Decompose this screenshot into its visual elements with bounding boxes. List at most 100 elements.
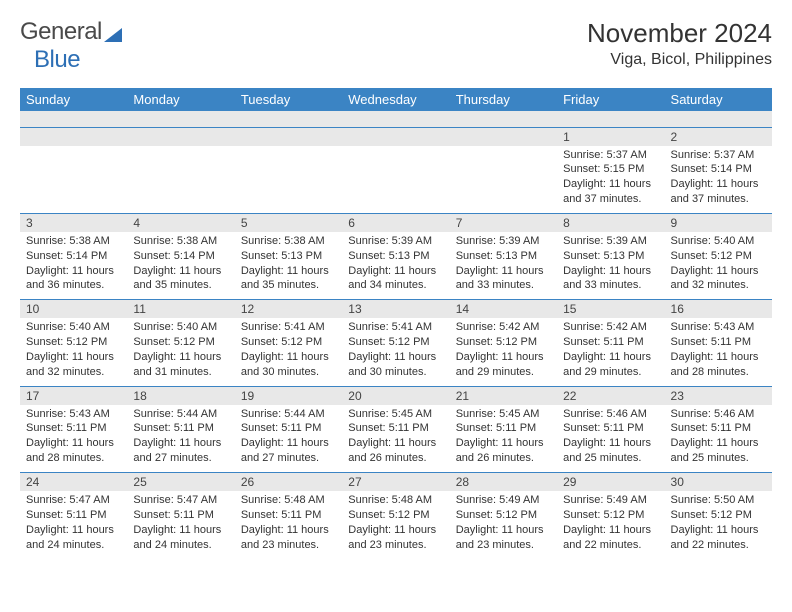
day-data: Sunrise: 5:46 AMSunset: 5:11 PMDaylight:… (557, 405, 664, 472)
day-data: Sunrise: 5:42 AMSunset: 5:12 PMDaylight:… (450, 318, 557, 385)
daylight-text: Daylight: 11 hours and 29 minutes. (563, 350, 658, 380)
day-cell: 22Sunrise: 5:46 AMSunset: 5:11 PMDayligh… (557, 386, 664, 472)
day-number: 25 (127, 473, 234, 491)
sunrise-text: Sunrise: 5:37 AM (563, 148, 658, 163)
empty-daynum (235, 128, 342, 146)
day-data: Sunrise: 5:44 AMSunset: 5:11 PMDaylight:… (127, 405, 234, 472)
sunset-text: Sunset: 5:13 PM (563, 249, 658, 264)
daylight-text: Daylight: 11 hours and 29 minutes. (456, 350, 551, 380)
sunset-text: Sunset: 5:13 PM (241, 249, 336, 264)
sunrise-text: Sunrise: 5:44 AM (133, 407, 228, 422)
daylight-text: Daylight: 11 hours and 28 minutes. (26, 436, 121, 466)
empty-daynum (20, 128, 127, 146)
sunset-text: Sunset: 5:12 PM (26, 335, 121, 350)
day-number: 22 (557, 387, 664, 405)
day-data: Sunrise: 5:45 AMSunset: 5:11 PMDaylight:… (450, 405, 557, 472)
daylight-text: Daylight: 11 hours and 35 minutes. (241, 264, 336, 294)
triangle-icon (104, 28, 122, 42)
day-cell (450, 127, 557, 213)
day-data: Sunrise: 5:46 AMSunset: 5:11 PMDaylight:… (665, 405, 772, 472)
day-cell: 15Sunrise: 5:42 AMSunset: 5:11 PMDayligh… (557, 300, 664, 386)
sunrise-text: Sunrise: 5:47 AM (26, 493, 121, 508)
daylight-text: Daylight: 11 hours and 25 minutes. (671, 436, 766, 466)
day-number: 5 (235, 214, 342, 232)
daylight-text: Daylight: 11 hours and 31 minutes. (133, 350, 228, 380)
day-header: Monday (127, 88, 234, 111)
daylight-text: Daylight: 11 hours and 26 minutes. (348, 436, 443, 466)
sunset-text: Sunset: 5:12 PM (241, 335, 336, 350)
sunset-text: Sunset: 5:12 PM (456, 335, 551, 350)
sunrise-text: Sunrise: 5:46 AM (563, 407, 658, 422)
day-number: 16 (665, 300, 772, 318)
daylight-text: Daylight: 11 hours and 37 minutes. (671, 177, 766, 207)
day-cell: 23Sunrise: 5:46 AMSunset: 5:11 PMDayligh… (665, 386, 772, 472)
day-number: 9 (665, 214, 772, 232)
daylight-text: Daylight: 11 hours and 23 minutes. (348, 523, 443, 553)
sunset-text: Sunset: 5:11 PM (348, 421, 443, 436)
day-number: 19 (235, 387, 342, 405)
empty-daynum (127, 128, 234, 146)
brand-logo: General Blue (20, 18, 122, 74)
daylight-text: Daylight: 11 hours and 35 minutes. (133, 264, 228, 294)
day-number: 2 (665, 128, 772, 146)
day-number: 20 (342, 387, 449, 405)
sunset-text: Sunset: 5:11 PM (26, 421, 121, 436)
sunset-text: Sunset: 5:13 PM (456, 249, 551, 264)
sunrise-text: Sunrise: 5:47 AM (133, 493, 228, 508)
day-cell: 4Sunrise: 5:38 AMSunset: 5:14 PMDaylight… (127, 213, 234, 299)
sunset-text: Sunset: 5:12 PM (456, 508, 551, 523)
day-cell (342, 127, 449, 213)
sunrise-text: Sunrise: 5:45 AM (456, 407, 551, 422)
calendar-table: SundayMondayTuesdayWednesdayThursdayFrid… (20, 88, 772, 558)
sunrise-text: Sunrise: 5:38 AM (26, 234, 121, 249)
day-data: Sunrise: 5:49 AMSunset: 5:12 PMDaylight:… (450, 491, 557, 558)
day-cell: 14Sunrise: 5:42 AMSunset: 5:12 PMDayligh… (450, 300, 557, 386)
daylight-text: Daylight: 11 hours and 26 minutes. (456, 436, 551, 466)
sunrise-text: Sunrise: 5:49 AM (563, 493, 658, 508)
day-header: Tuesday (235, 88, 342, 111)
header: General Blue November 2024 Viga, Bicol, … (20, 18, 772, 74)
day-number: 11 (127, 300, 234, 318)
day-data: Sunrise: 5:38 AMSunset: 5:14 PMDaylight:… (20, 232, 127, 299)
sunset-text: Sunset: 5:12 PM (671, 508, 766, 523)
location-label: Viga, Bicol, Philippines (587, 51, 772, 69)
sunrise-text: Sunrise: 5:39 AM (563, 234, 658, 249)
day-cell: 30Sunrise: 5:50 AMSunset: 5:12 PMDayligh… (665, 473, 772, 559)
day-number: 14 (450, 300, 557, 318)
day-data: Sunrise: 5:47 AMSunset: 5:11 PMDaylight:… (127, 491, 234, 558)
day-cell (235, 127, 342, 213)
spacer-row (20, 111, 772, 127)
sunset-text: Sunset: 5:11 PM (563, 335, 658, 350)
day-data: Sunrise: 5:39 AMSunset: 5:13 PMDaylight:… (342, 232, 449, 299)
sunrise-text: Sunrise: 5:44 AM (241, 407, 336, 422)
day-cell: 9Sunrise: 5:40 AMSunset: 5:12 PMDaylight… (665, 213, 772, 299)
day-number: 8 (557, 214, 664, 232)
day-number: 1 (557, 128, 664, 146)
sunrise-text: Sunrise: 5:46 AM (671, 407, 766, 422)
sunrise-text: Sunrise: 5:41 AM (348, 320, 443, 335)
empty-daynum (342, 128, 449, 146)
sunrise-text: Sunrise: 5:38 AM (133, 234, 228, 249)
day-number: 21 (450, 387, 557, 405)
day-cell: 2Sunrise: 5:37 AMSunset: 5:14 PMDaylight… (665, 127, 772, 213)
daylight-text: Daylight: 11 hours and 24 minutes. (26, 523, 121, 553)
day-cell: 24Sunrise: 5:47 AMSunset: 5:11 PMDayligh… (20, 473, 127, 559)
sunset-text: Sunset: 5:13 PM (348, 249, 443, 264)
day-cell: 21Sunrise: 5:45 AMSunset: 5:11 PMDayligh… (450, 386, 557, 472)
sunset-text: Sunset: 5:11 PM (241, 508, 336, 523)
daylight-text: Daylight: 11 hours and 33 minutes. (563, 264, 658, 294)
day-header: Saturday (665, 88, 772, 111)
day-cell: 10Sunrise: 5:40 AMSunset: 5:12 PMDayligh… (20, 300, 127, 386)
daylight-text: Daylight: 11 hours and 36 minutes. (26, 264, 121, 294)
daylight-text: Daylight: 11 hours and 24 minutes. (133, 523, 228, 553)
sunrise-text: Sunrise: 5:40 AM (26, 320, 121, 335)
sunset-text: Sunset: 5:11 PM (26, 508, 121, 523)
daylight-text: Daylight: 11 hours and 33 minutes. (456, 264, 551, 294)
sunrise-text: Sunrise: 5:50 AM (671, 493, 766, 508)
sunset-text: Sunset: 5:14 PM (671, 162, 766, 177)
sunrise-text: Sunrise: 5:40 AM (133, 320, 228, 335)
daylight-text: Daylight: 11 hours and 34 minutes. (348, 264, 443, 294)
day-cell: 20Sunrise: 5:45 AMSunset: 5:11 PMDayligh… (342, 386, 449, 472)
day-data: Sunrise: 5:37 AMSunset: 5:14 PMDaylight:… (665, 146, 772, 213)
day-number: 15 (557, 300, 664, 318)
